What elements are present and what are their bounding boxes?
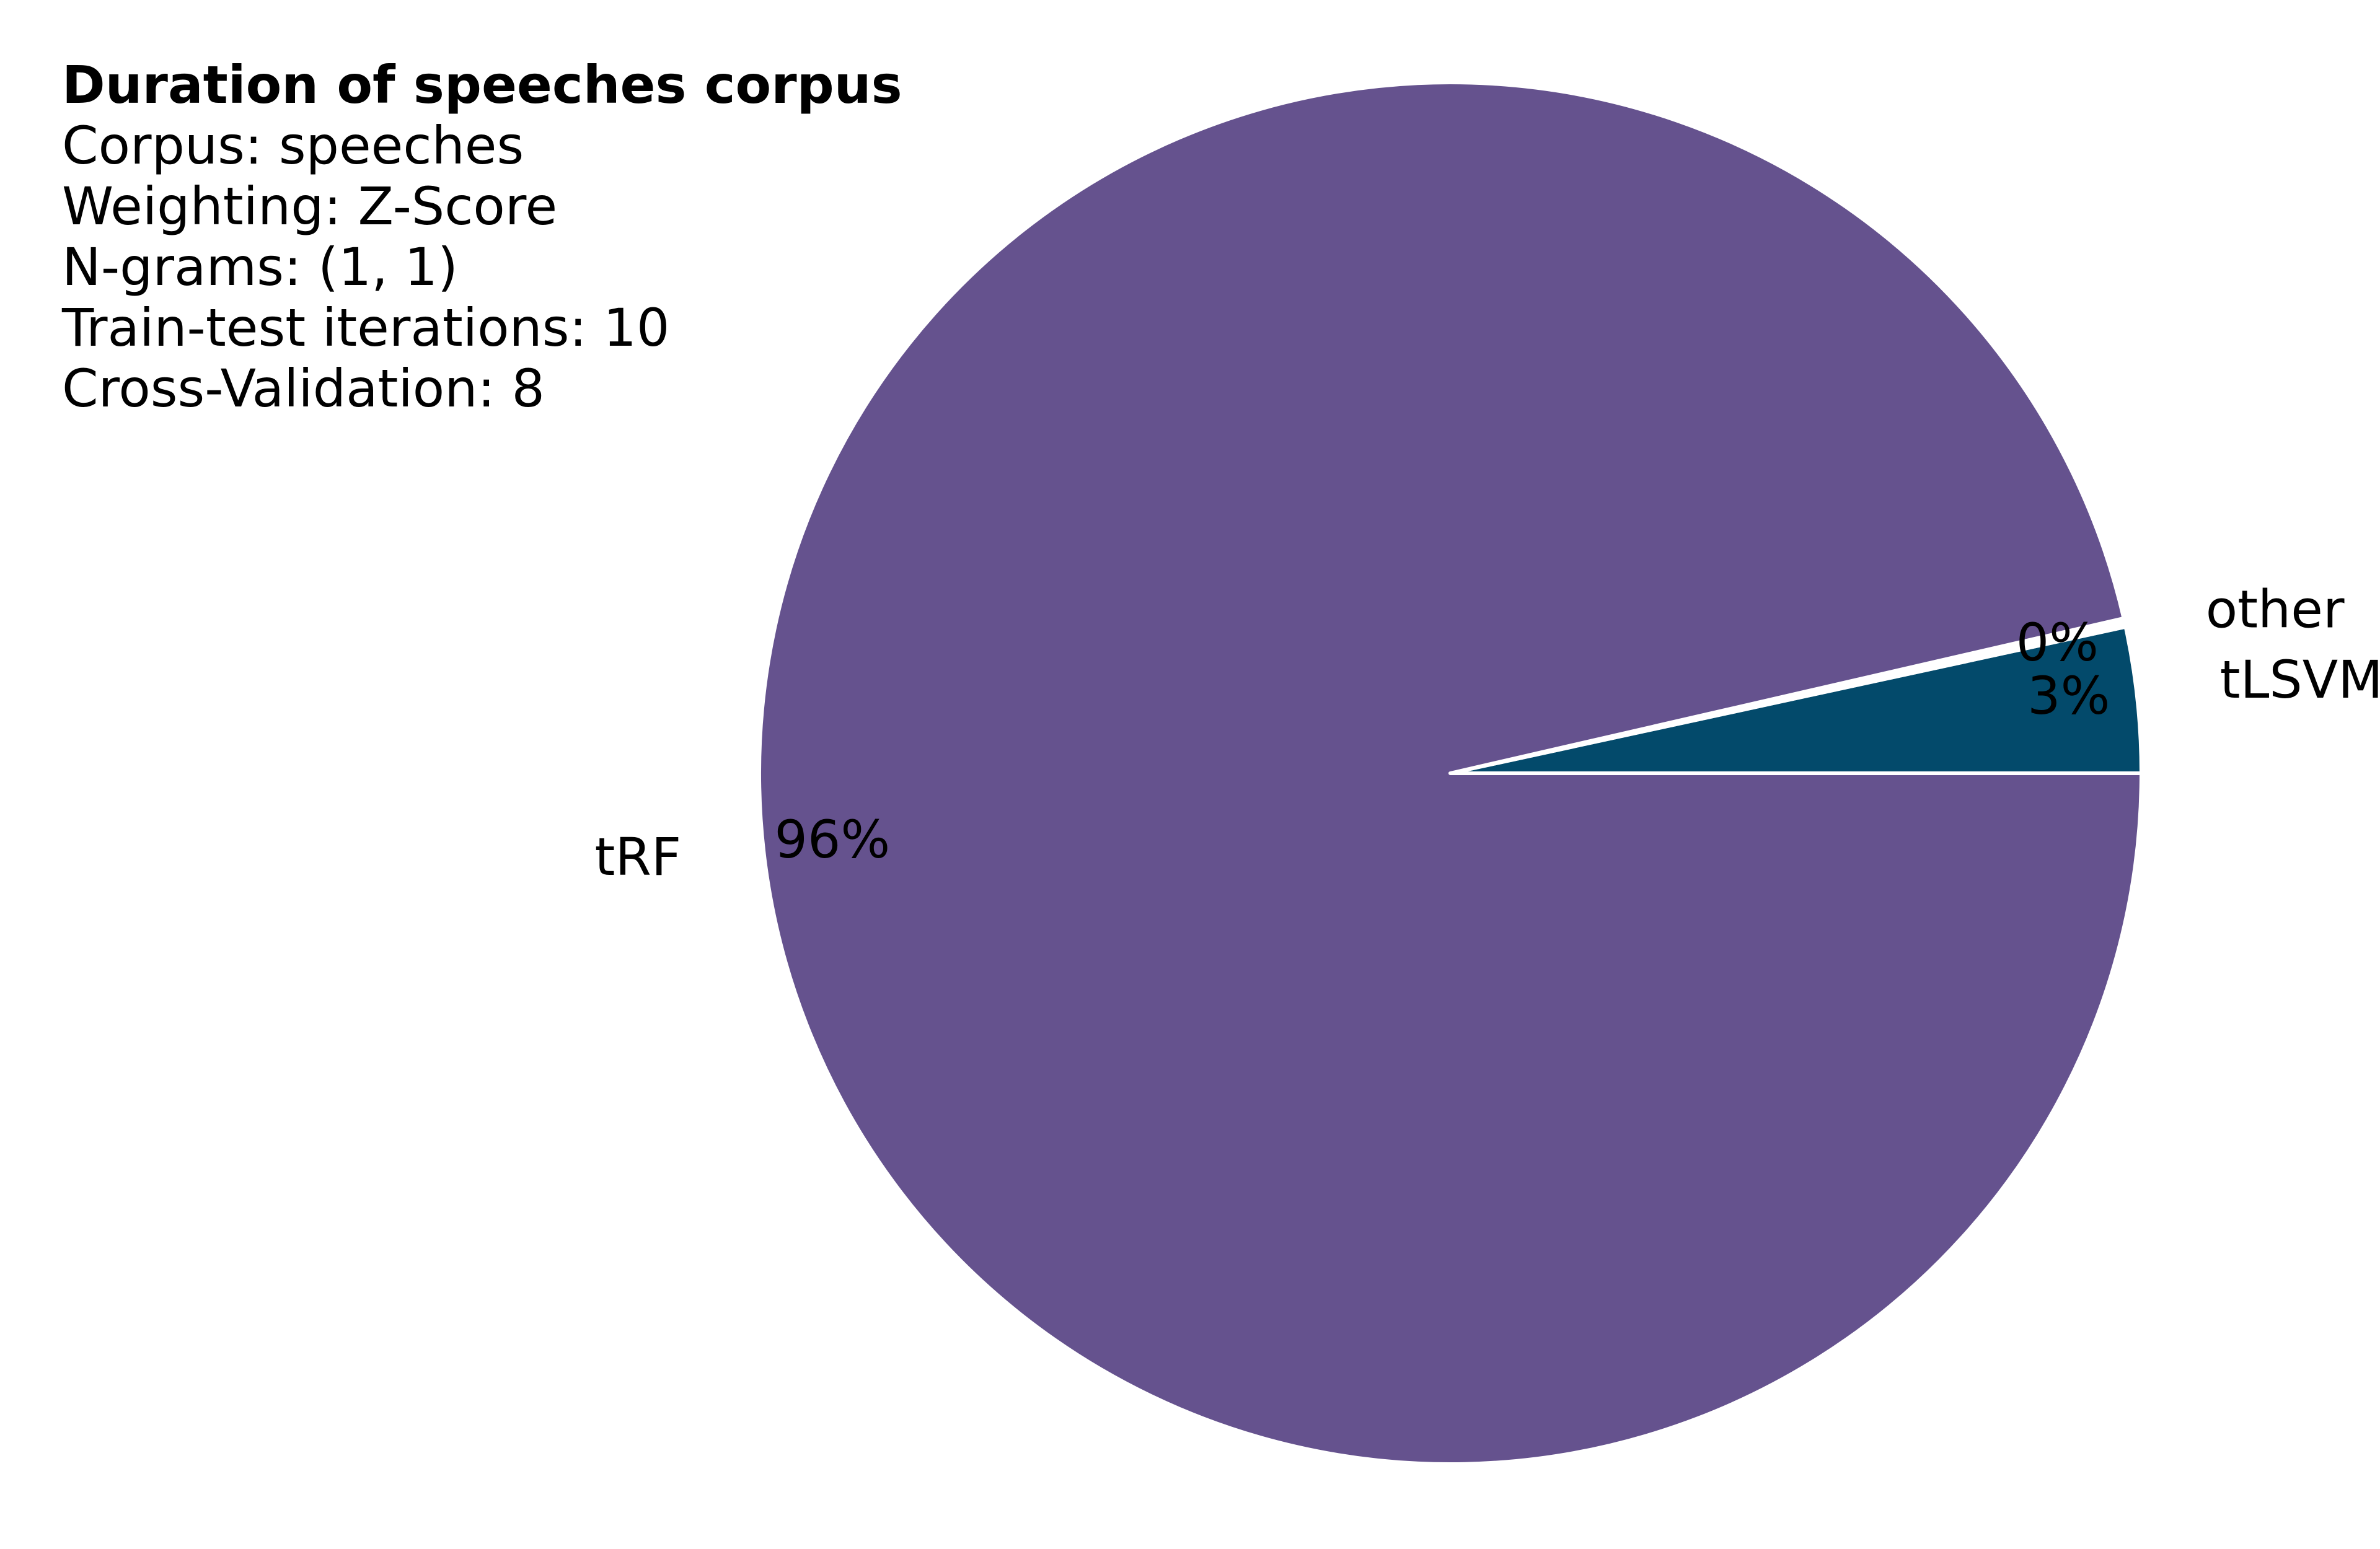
chart-title: Duration of speeches corpus — [62, 55, 902, 115]
info-line-iterations: Train-test iterations: 10 — [62, 297, 670, 358]
info-line-ngrams: N-grams: (1, 1) — [62, 237, 458, 297]
pie-percent-label-tlsvm: 3% — [2027, 665, 2110, 726]
pie-category-label-tlsvm: tLSVM — [2220, 649, 2380, 710]
chart-info-box: Duration of speeches corpus Corpus: spee… — [62, 55, 902, 419]
pie-category-label-trf: tRF — [595, 827, 682, 887]
pie-labels: 3% tLSVM 0% other 96% tRF — [595, 579, 2380, 887]
pie-percent-label-trf: 96% — [775, 809, 891, 870]
pie-category-label-other: other — [2206, 579, 2345, 640]
pie-slice-trf — [757, 81, 2143, 1466]
pie-slices — [757, 81, 2143, 1466]
info-line-cross-validation: Cross-Validation: 8 — [62, 358, 545, 419]
pie-percent-label-other: 0% — [2016, 612, 2099, 673]
info-line-weighting: Weighting: Z-Score — [62, 176, 558, 237]
info-line-corpus: Corpus: speeches — [62, 115, 524, 176]
